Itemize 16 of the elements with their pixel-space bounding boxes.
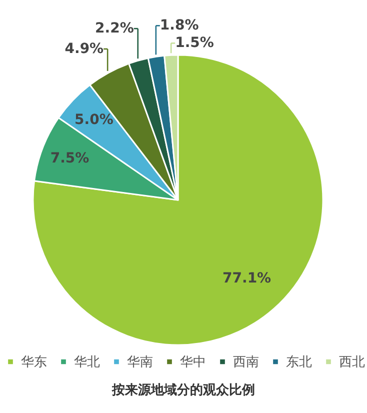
data-label: 7.5% <box>50 150 90 166</box>
data-label: 5.0% <box>74 112 114 128</box>
data-label: 4.9% <box>64 40 104 57</box>
legend-label: 东北 <box>286 354 312 370</box>
pie-slice <box>32 54 324 346</box>
legend-label: 华南 <box>127 354 153 370</box>
data-label: 1.8% <box>160 18 199 34</box>
data-label: 77.1% <box>222 270 272 287</box>
legend-label: 华东 <box>21 354 47 370</box>
data-label: 2.2% <box>95 20 134 37</box>
legend-label: 华北 <box>74 354 100 370</box>
legend-label: 西南 <box>233 354 259 370</box>
text: 按来源地域分的观众比例 <box>111 382 255 398</box>
data-label: 1.5% <box>175 35 214 52</box>
legend-label: 西北 <box>339 354 365 370</box>
legend-label: 华中 <box>180 354 206 370</box>
